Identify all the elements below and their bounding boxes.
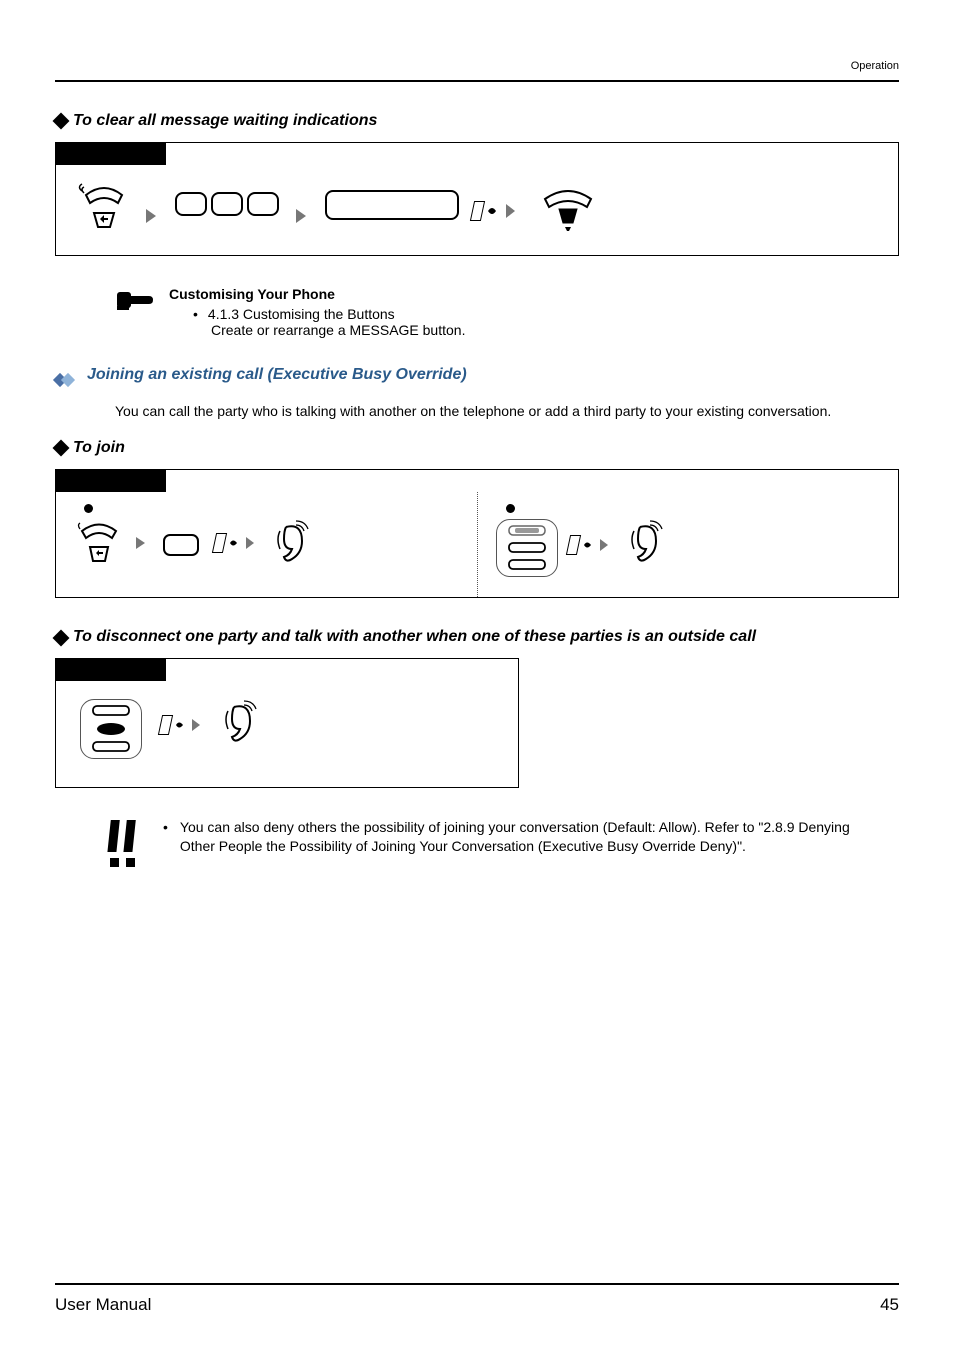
ctone-icon	[214, 533, 256, 553]
ctone-icon	[472, 201, 517, 221]
dot-icon	[506, 504, 515, 513]
heading-disconnect: To disconnect one party and talk with an…	[55, 628, 899, 646]
onhook-icon	[537, 183, 599, 231]
panel-tab	[56, 470, 166, 492]
ear-icon	[272, 519, 316, 571]
ear-icon	[626, 519, 670, 571]
grouped-keys	[80, 699, 142, 759]
slot-dark-icon	[87, 721, 135, 737]
heading-clear-text: To clear all message waiting indications	[73, 112, 377, 130]
slot-icon	[87, 740, 135, 754]
panel-clear-messages	[55, 142, 899, 256]
keys-icon	[172, 183, 282, 227]
warn-text: You can also deny others the possibility…	[180, 818, 879, 856]
exclaim-icon	[105, 818, 147, 872]
offhook-icon	[74, 519, 124, 567]
slot-icon	[503, 524, 551, 538]
dot-icon	[84, 504, 93, 513]
hand-point-icon	[115, 286, 155, 316]
heading-joining: Joining an existing call (Executive Busy…	[87, 366, 467, 384]
panel-tab	[56, 659, 166, 681]
customise-line2: Create or rearrange a MESSAGE button.	[211, 322, 465, 338]
slot-icon	[503, 541, 551, 555]
footer-left: User Manual	[55, 1295, 151, 1315]
ext-box-icon	[322, 183, 462, 227]
ctone-col	[472, 183, 517, 221]
customise-title: Customising Your Phone	[169, 286, 465, 302]
header-rule	[55, 80, 899, 82]
ctone-icon	[160, 715, 202, 735]
offhook-icon	[76, 183, 132, 231]
header-operation: Operation	[55, 60, 899, 72]
keys-col	[172, 183, 282, 227]
slot-icon	[87, 704, 135, 718]
diamond-icon	[55, 632, 67, 644]
heading-to-join-text: To join	[73, 439, 125, 457]
ctone-icon	[568, 535, 610, 555]
arrow-icon	[132, 207, 172, 225]
arrow-icon	[134, 519, 148, 567]
footer-page: 45	[880, 1295, 899, 1315]
panel-col-right	[477, 492, 899, 597]
key-icon	[158, 519, 204, 567]
panel-col-left	[56, 492, 477, 597]
customise-line1: 4.1.3 Customising the Buttons	[208, 306, 395, 322]
page-footer: User Manual 45	[55, 1283, 899, 1315]
diamond-icon	[55, 115, 67, 127]
diamond-icon	[55, 442, 67, 454]
heading-to-join: To join	[55, 439, 899, 457]
panel-disconnect	[55, 658, 519, 788]
heading-clear-messages: To clear all message waiting indications	[55, 112, 899, 130]
warn-row: • You can also deny others the possibili…	[105, 818, 879, 872]
panel-to-join	[55, 469, 899, 598]
footer-rule	[55, 1283, 899, 1285]
arrow-icon	[282, 207, 322, 225]
heading-disconnect-text: To disconnect one party and talk with an…	[73, 628, 756, 646]
customise-block: Customising Your Phone •4.1.3 Customisin…	[115, 286, 899, 338]
grouped-keys	[496, 519, 558, 577]
panel-tab	[56, 143, 166, 165]
slot-icon	[503, 558, 551, 572]
ext-box-col	[322, 183, 462, 227]
panel-body	[56, 165, 898, 255]
bullet-dot: •	[163, 818, 168, 856]
double-diamond-icon	[55, 373, 79, 387]
offhook-col	[76, 183, 132, 231]
customise-lines: •4.1.3 Customising the Buttons Create or…	[193, 306, 465, 338]
joining-intro: You can call the party who is talking wi…	[115, 402, 899, 421]
onhook-col	[537, 183, 599, 231]
ear-icon	[220, 699, 264, 751]
panel-two-col	[56, 492, 898, 597]
